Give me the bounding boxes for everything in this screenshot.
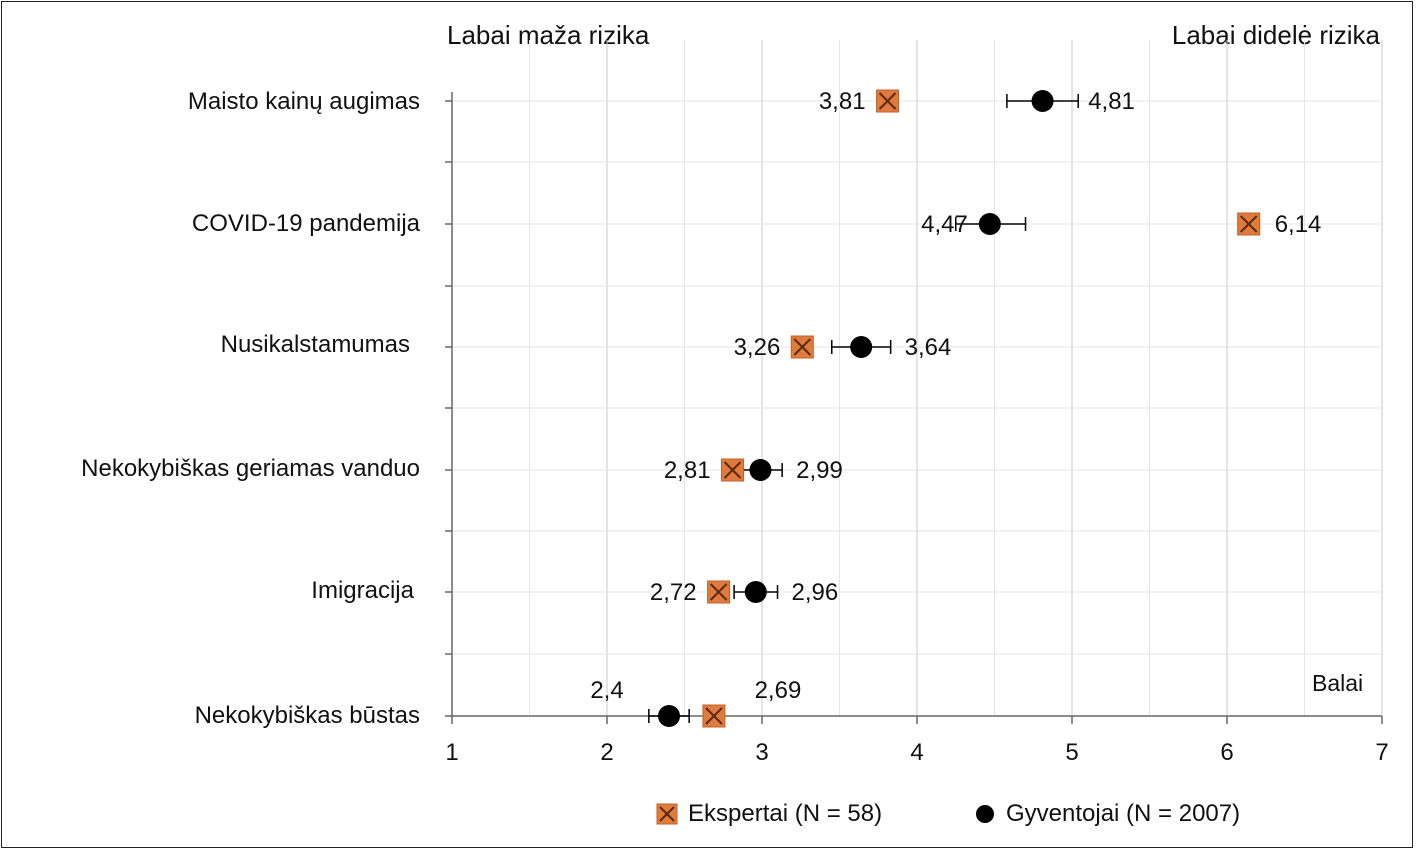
legend-square-x-icon	[656, 803, 678, 825]
point-residents	[658, 705, 680, 727]
point-experts-x	[793, 338, 812, 356]
x-tick-label: 6	[1220, 739, 1233, 766]
x-tick-label: 5	[1065, 739, 1078, 766]
point-experts-x	[705, 707, 723, 725]
header-low-risk: Labai maža rizika	[447, 20, 650, 50]
data-label-residents: 2,4	[590, 677, 623, 704]
category-label-1: COVID-19 pandemija	[191, 210, 420, 237]
point-experts-x	[878, 92, 897, 110]
point-residents	[850, 336, 873, 358]
data-label-experts: 2,69	[755, 677, 802, 704]
point-experts-x	[723, 461, 742, 479]
data-label-experts: 3,26	[734, 334, 781, 361]
data-label-residents: 4,47	[921, 211, 968, 238]
x-tick-label: 2	[600, 739, 613, 766]
point-residents	[744, 581, 767, 603]
x-tick-label: 4	[910, 739, 923, 766]
category-label-0: Maisto kainų augimas	[187, 88, 420, 115]
data-label-residents: 2,96	[792, 579, 839, 606]
data-label-experts: 6,14	[1275, 211, 1322, 238]
data-label-experts: 2,81	[664, 457, 711, 484]
legend-label-residents: Gyventojai (N = 2007)	[1006, 800, 1241, 827]
header-high-risk: Labai didelė rizika	[1171, 20, 1380, 50]
data-label-experts: 2,72	[650, 579, 697, 606]
category-label-2: Nusikalstamumas	[220, 331, 410, 358]
x-tick-label: 3	[755, 739, 768, 766]
x-tick-label: 7	[1375, 739, 1388, 766]
point-residents	[978, 213, 1001, 235]
data-label-residents: 3,64	[905, 334, 952, 361]
data-label-experts: 3,81	[819, 88, 866, 115]
category-label-4: Imigracija	[311, 577, 414, 604]
legend-label-experts: Ekspertai (N = 58)	[688, 800, 883, 827]
point-residents	[1031, 90, 1054, 112]
legend-item-residents: Gyventojai (N = 2007)	[974, 800, 1240, 828]
category-label-3: Nekokybiškas geriamas vanduo	[81, 455, 420, 482]
data-label-residents: 2,99	[796, 457, 843, 484]
data-label-residents: 4,81	[1088, 88, 1135, 115]
point-residents	[749, 459, 772, 481]
point-experts-x	[1239, 215, 1258, 233]
point-experts-x	[709, 583, 728, 601]
legend-circle-icon	[976, 805, 994, 823]
legend-item-experts: Ekspertai (N = 58)	[656, 800, 882, 828]
x-tick-label: 1	[445, 739, 458, 766]
category-label-5: Nekokybiškas būstas	[194, 702, 420, 729]
x-unit-label: Balai	[1312, 670, 1364, 696]
